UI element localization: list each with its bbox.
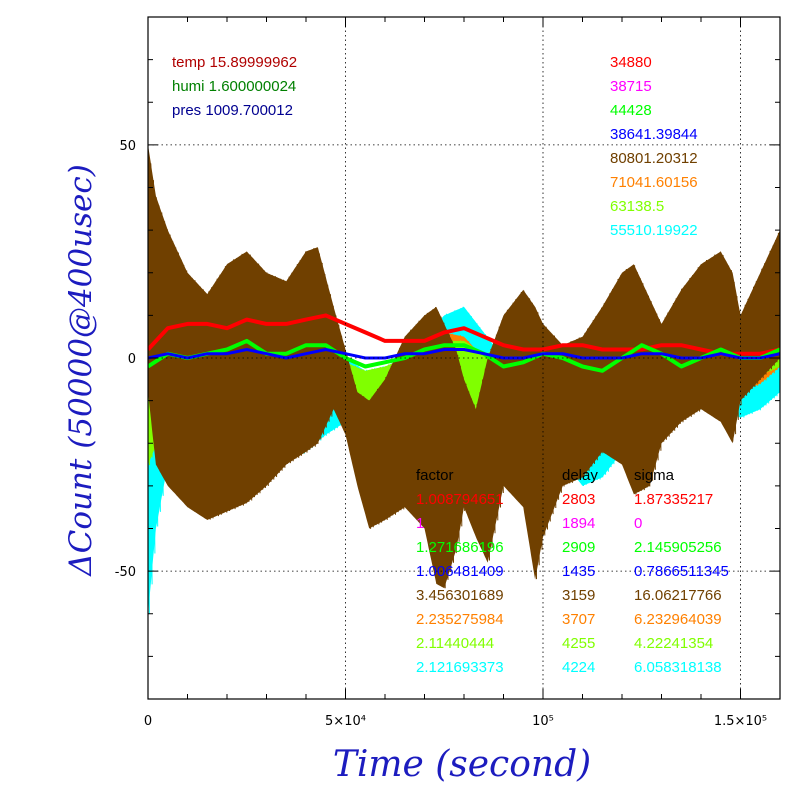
- x-tick-label: 0: [144, 714, 152, 729]
- table-cell-delay: 2909: [562, 539, 595, 556]
- table-header-factor: factor: [416, 467, 454, 484]
- y-tick-label: 0: [128, 352, 136, 367]
- count-value: 44428: [610, 102, 652, 119]
- table-cell-delay: 1435: [562, 563, 595, 580]
- count-legend: 34880 38715 44428 38641.39844 80801.20312 710…: [610, 54, 698, 239]
- count-value: 38641.39844: [610, 126, 698, 143]
- fit-parameter-table: factor delay sigma 1.008794651 2803 1.8733521…: [416, 467, 729, 676]
- table-cell-sigma: 4.22241354: [634, 635, 713, 652]
- table-cell-factor: 1.006481409: [416, 563, 504, 580]
- count-value: 71041.60156: [610, 174, 698, 191]
- count-value: 63138.5: [610, 198, 664, 215]
- table-cell-factor: 1.008794651: [416, 491, 504, 508]
- y-tick-label: -50: [115, 565, 136, 580]
- env-temp-readout: temp 15.89999962: [172, 54, 297, 71]
- table-cell-delay: 1894: [562, 515, 595, 532]
- table-cell-delay: 3159: [562, 587, 595, 604]
- series-layer: [148, 144, 780, 614]
- count-value: 34880: [610, 54, 652, 71]
- count-value: 55510.19922: [610, 222, 698, 239]
- series-line-4: [148, 313, 780, 356]
- table-cell-factor: 2.11440444: [416, 635, 494, 652]
- table-cell-delay: 2803: [562, 491, 595, 508]
- y-axis-title: ΔCount (50000@400usec): [63, 164, 99, 577]
- table-cell-sigma: 1.87335217: [634, 491, 713, 508]
- table-cell-sigma: 16.06217766: [634, 587, 722, 604]
- table-header-delay: delay: [562, 467, 598, 484]
- y-tick-label: 50: [119, 139, 136, 154]
- table-cell-factor: 2.235275984: [416, 611, 504, 628]
- x-tick-label: 1.5×10⁵: [714, 714, 767, 729]
- table-cell-sigma: 2.145905256: [634, 539, 722, 556]
- series-band-texture: [148, 144, 780, 589]
- grid-layer: [148, 17, 780, 699]
- environment-legend: temp 15.89999962 humi 1.600000024 pres 100…: [172, 54, 297, 119]
- table-cell-factor: 3.456301689: [416, 587, 504, 604]
- table-cell-factor: 2.121693373: [416, 659, 504, 676]
- series-band-3: [148, 144, 780, 589]
- table-header-sigma: sigma: [634, 467, 675, 484]
- series-line-6: [148, 348, 780, 360]
- table-cell-sigma: 0.7866511345: [634, 563, 729, 580]
- x-axis-title: Time (second): [333, 744, 591, 785]
- table-cell-factor: 1: [416, 515, 424, 532]
- series-line-5: [148, 338, 780, 373]
- axis-ticks: 0 5×10⁴ 10⁵ 1.5×10⁵ 50 0 -50: [115, 17, 781, 729]
- table-cell-sigma: 6.058318138: [634, 659, 722, 676]
- x-tick-label: 10⁵: [532, 714, 554, 729]
- table-cell-delay: 4255: [562, 635, 595, 652]
- env-pres-readout: pres 1009.700012: [172, 102, 293, 119]
- x-tick-label: 5×10⁴: [325, 714, 366, 729]
- table-cell-sigma: 6.232964039: [634, 611, 722, 628]
- count-value: 80801.20312: [610, 150, 698, 167]
- env-humi-readout: humi 1.600000024: [172, 78, 296, 95]
- table-cell-delay: 4224: [562, 659, 595, 676]
- table-cell-factor: 1.271686196: [416, 539, 504, 556]
- count-value: 38715: [610, 78, 652, 95]
- table-cell-delay: 3707: [562, 611, 595, 628]
- table-cell-sigma: 0: [634, 515, 642, 532]
